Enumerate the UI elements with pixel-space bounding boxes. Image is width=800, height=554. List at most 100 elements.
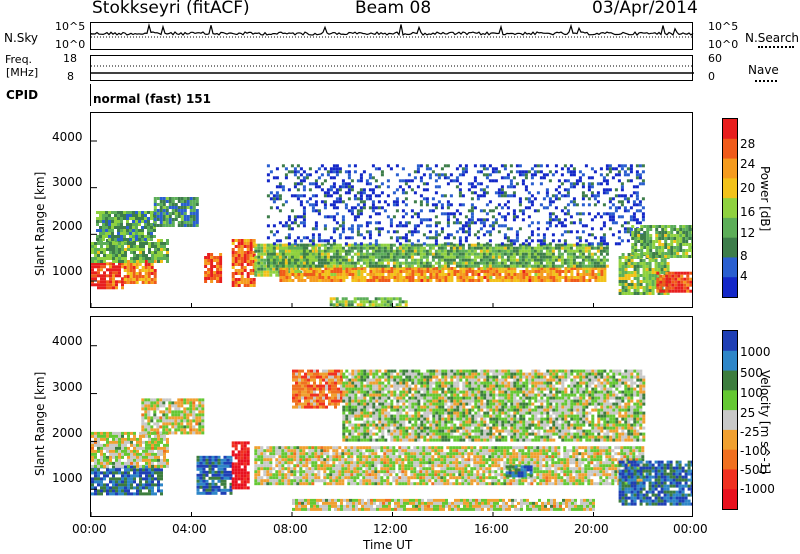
power-cell	[121, 242, 124, 245]
velocity-cell	[166, 437, 169, 441]
power-cell	[237, 239, 241, 242]
power-cell	[419, 218, 423, 222]
power-cell	[368, 306, 372, 307]
power-cell	[299, 255, 303, 259]
power-cell	[282, 279, 286, 282]
power-cell	[626, 197, 630, 201]
power-cell	[602, 224, 606, 228]
power-cell	[685, 240, 689, 243]
power-cell	[536, 221, 540, 225]
cpid-value: normal (fast) 151	[93, 92, 211, 106]
velocity-cell	[141, 413, 145, 417]
power-cell	[336, 276, 340, 279]
power-cell	[506, 258, 510, 262]
power-cell	[524, 255, 528, 259]
power-cell	[665, 286, 669, 290]
velocity-cell	[109, 458, 112, 462]
power-cell	[237, 272, 241, 275]
power-cell	[97, 248, 100, 251]
power-cell	[548, 246, 552, 250]
velocity-cell	[103, 477, 106, 481]
power-cell	[252, 239, 256, 242]
velocity-cell	[103, 431, 106, 435]
power-cell	[402, 279, 406, 282]
power-cell	[603, 279, 607, 282]
velocity-cell	[97, 461, 100, 465]
power-cell	[503, 203, 507, 207]
velocity-cell	[106, 492, 109, 496]
power-cell	[576, 270, 580, 273]
power-cell	[347, 170, 351, 174]
velocity-cell	[145, 446, 148, 450]
power-cell	[368, 300, 372, 304]
power-cell	[492, 273, 496, 276]
velocity-cell	[130, 468, 133, 472]
power-cell	[344, 258, 348, 262]
power-cell	[518, 249, 522, 253]
power-cell	[302, 194, 306, 198]
power-cell	[465, 276, 469, 279]
power-cell	[195, 212, 199, 215]
power-cell	[171, 197, 175, 200]
power-cell	[581, 194, 585, 198]
power-cell	[413, 249, 417, 253]
power-cell	[240, 281, 244, 284]
power-cell	[546, 273, 550, 276]
power-cell	[578, 239, 582, 243]
power-cell	[362, 243, 366, 247]
power-region	[204, 253, 223, 283]
power-cell	[645, 274, 649, 277]
power-cell	[254, 243, 258, 247]
power-cell	[290, 249, 294, 253]
power-cell	[275, 176, 279, 180]
velocity-cell	[199, 491, 203, 495]
velocity-cell	[231, 444, 235, 448]
power-cell	[311, 182, 315, 186]
power-cell	[111, 232, 114, 235]
power-cell	[509, 261, 513, 265]
power-cell	[401, 306, 405, 307]
power-cell	[240, 263, 244, 266]
power-cell	[302, 264, 306, 268]
velocity-cell	[189, 404, 193, 408]
velocity-cell	[174, 410, 178, 414]
power-cell	[419, 209, 423, 213]
power-cell	[515, 258, 519, 262]
power-cell	[636, 283, 640, 286]
power-cell	[177, 197, 181, 200]
velocity-cell	[91, 471, 94, 475]
power-cell	[160, 251, 163, 254]
power-cell	[106, 248, 109, 251]
power-cell	[473, 249, 477, 253]
power-cell	[269, 273, 273, 277]
velocity-cell	[237, 441, 241, 445]
power-cell	[634, 255, 638, 258]
power-cell	[306, 270, 310, 273]
power-cell	[429, 276, 433, 279]
power-cell	[617, 236, 621, 240]
power-cell	[332, 246, 336, 250]
power-cell	[398, 255, 402, 259]
power-cell	[579, 273, 583, 276]
power-cell	[329, 170, 333, 174]
power-cell	[281, 243, 285, 247]
power-cell	[117, 217, 120, 220]
power-cell	[156, 224, 160, 227]
power-cell	[359, 197, 363, 201]
velocity-cell	[202, 476, 206, 480]
velocity-cell	[151, 440, 154, 444]
power-cell	[369, 276, 373, 279]
freq-left-label-2: [MHz]	[6, 66, 39, 79]
power-cell	[153, 235, 156, 238]
power-cell	[99, 217, 102, 220]
velocity-region	[141, 398, 205, 435]
power-cell	[597, 276, 601, 279]
power-cell	[634, 246, 638, 249]
power-cell	[360, 270, 364, 273]
power-cell	[655, 246, 659, 249]
power-cell	[593, 215, 597, 219]
power-cell	[278, 249, 282, 253]
power-cell	[266, 273, 270, 277]
power-cell	[359, 224, 363, 228]
power-cell	[525, 267, 529, 270]
